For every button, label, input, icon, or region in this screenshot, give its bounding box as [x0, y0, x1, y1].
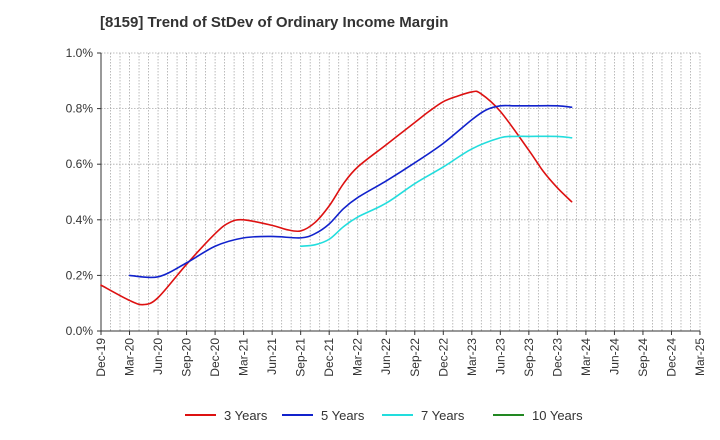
- y-tick-label: 0.0%: [66, 324, 94, 338]
- y-tick-label: 0.2%: [66, 268, 94, 282]
- legend-label-1: 3 Years: [224, 408, 268, 423]
- y-tick-label: 0.4%: [66, 213, 94, 227]
- x-tick-label: Sep-21: [294, 338, 308, 377]
- x-tick-label: Mar-25: [693, 338, 707, 376]
- legend-label-3: 7 Years: [421, 408, 465, 423]
- x-tick-label: Sep-23: [522, 338, 536, 377]
- legend-label-4: 10 Years: [532, 408, 583, 423]
- x-tick-label: Jun-21: [265, 338, 279, 375]
- series-line-1: [100, 90, 573, 306]
- legend: 3 Years 5 Years 7 Years 10 Years: [185, 408, 583, 423]
- x-tick-label: Sep-20: [180, 338, 194, 377]
- x-tick-label: Dec-20: [208, 338, 222, 377]
- x-tick-label: Jun-23: [493, 338, 507, 375]
- x-tick-label: Sep-22: [408, 338, 422, 377]
- x-tick-label: Jun-24: [607, 338, 621, 375]
- series-line-2: [128, 104, 573, 279]
- chart-title: [8159] Trend of StDev of Ordinary Income…: [100, 14, 449, 31]
- x-tick-label: Dec-23: [550, 338, 564, 377]
- x-tick-label: Mar-23: [465, 338, 479, 376]
- y-tick-label: 0.6%: [66, 157, 94, 171]
- series-line-3: [299, 135, 573, 248]
- x-tick-label: Dec-19: [94, 338, 108, 377]
- y-tick-label: 0.8%: [66, 102, 94, 116]
- x-tick-label: Jun-20: [151, 338, 165, 375]
- x-tick-label: Dec-24: [664, 338, 678, 377]
- grid-layer: [100, 52, 701, 331]
- x-tick-label: Dec-21: [322, 338, 336, 377]
- x-tick-label: Mar-22: [351, 338, 365, 376]
- legend-label-2: 5 Years: [321, 408, 365, 423]
- plot-area: [101, 53, 700, 331]
- x-tick-label: Mar-24: [579, 338, 593, 376]
- axis-layer: 0.0% 0.2% 0.4% 0.6% 0.8% 1.0% Dec-19 Mar-20 Jun-…: [66, 46, 707, 377]
- x-tick-label: Mar-21: [237, 338, 251, 376]
- x-tick-label: Dec-22: [436, 338, 450, 377]
- x-tick-label: Sep-24: [636, 338, 650, 377]
- x-tick-label: Mar-20: [123, 338, 137, 376]
- y-tick-label: 1.0%: [66, 46, 94, 60]
- x-tick-label: Jun-22: [379, 338, 393, 375]
- series-layer: [100, 90, 573, 306]
